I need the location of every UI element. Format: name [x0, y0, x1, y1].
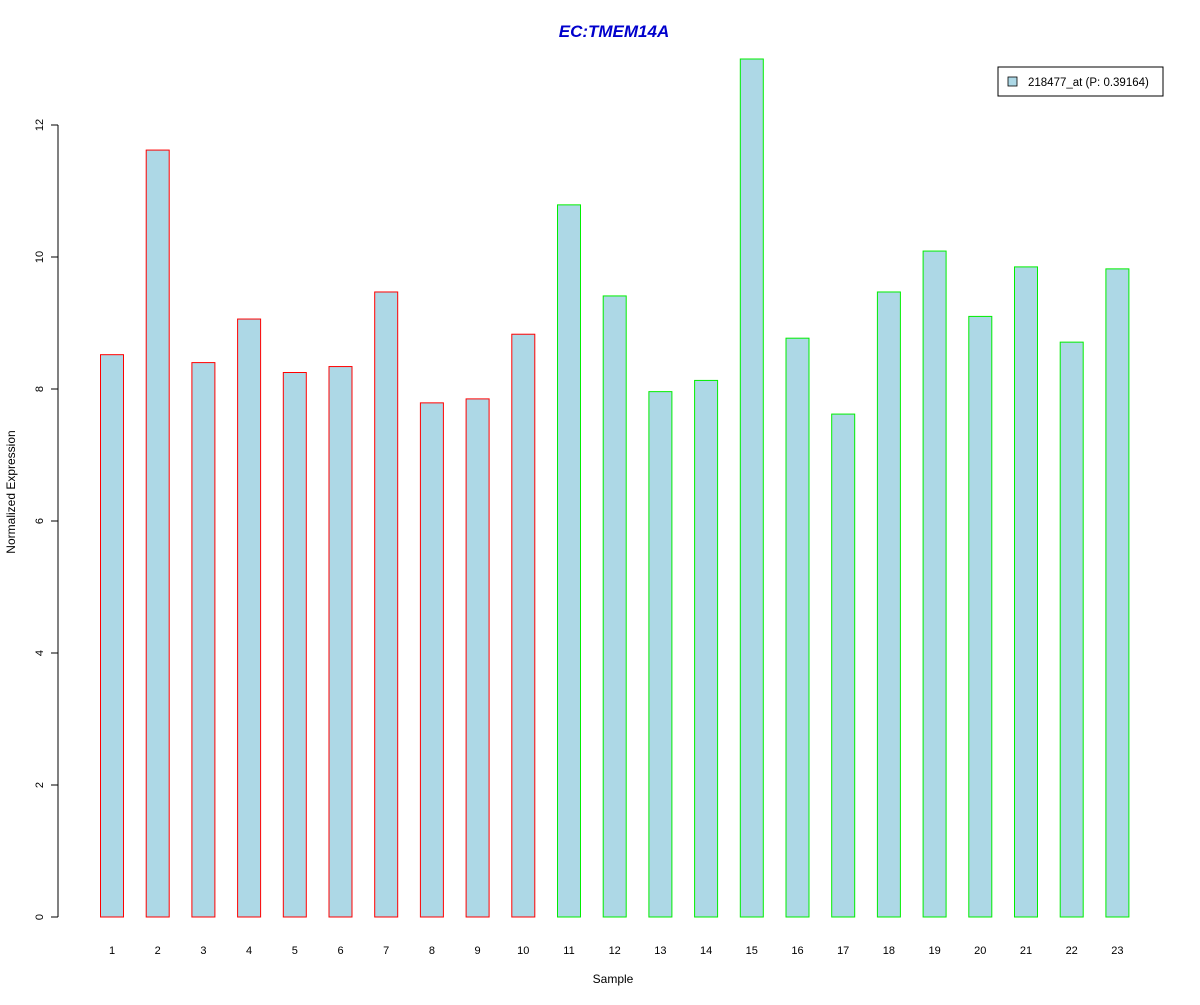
- x-tick-label: 3: [200, 945, 206, 957]
- legend: 218477_at (P: 0.39164): [997, 66, 1164, 97]
- bar-sample-17: [831, 413, 856, 918]
- y-tick-label: 6: [34, 518, 46, 524]
- x-tick-label: 12: [609, 945, 621, 957]
- x-tick-label: 5: [292, 945, 298, 957]
- y-tick-label: 8: [34, 386, 46, 392]
- chart-title: EC:TMEM14A: [559, 22, 670, 41]
- legend-swatch: [1007, 76, 1018, 87]
- bar-sample-4: [237, 318, 262, 918]
- bar-sample-10: [511, 333, 536, 918]
- y-tick-label: 10: [34, 251, 46, 263]
- bar-sample-16: [785, 337, 810, 918]
- bar-sample-6: [328, 366, 353, 918]
- x-tick-label: 17: [837, 945, 849, 957]
- x-tick-label: 6: [337, 945, 343, 957]
- x-tick-labels: 1 2 3 4 5 6 7 8 9 10 11 12 13 14 15 16 17 18 19 20 21 22 23: [109, 945, 1124, 957]
- x-axis-label: Sample: [593, 972, 634, 986]
- bar-sample-11: [557, 204, 581, 918]
- x-tick-label: 13: [654, 945, 666, 957]
- x-tick-label: 18: [883, 945, 895, 957]
- bar-sample-9: [465, 398, 490, 918]
- bar-sample-19: [922, 250, 947, 918]
- x-tick-label: 11: [563, 945, 574, 957]
- y-tick-label: 2: [34, 782, 46, 788]
- x-tick-label: 10: [517, 945, 529, 957]
- bar-sample-2: [145, 149, 170, 918]
- x-tick-label: 19: [928, 945, 940, 957]
- x-tick-label: 7: [383, 945, 389, 957]
- x-tick-label: 16: [791, 945, 803, 957]
- bar-sample-18: [876, 291, 901, 918]
- x-tick-label: 22: [1066, 945, 1078, 957]
- x-tick-label: 1: [109, 945, 115, 957]
- bar-sample-20: [968, 315, 993, 918]
- bar-sample-12: [602, 295, 627, 918]
- x-tick-label: 9: [475, 945, 481, 957]
- bar-sample-15: [739, 58, 764, 918]
- bars-group: [100, 58, 1130, 918]
- y-tick-label: 4: [34, 650, 46, 656]
- y-axis-label: Normalized Expression: [4, 430, 18, 553]
- x-tick-label: 23: [1111, 945, 1123, 957]
- legend-box: [997, 66, 1164, 97]
- x-tick-label: 20: [974, 945, 986, 957]
- x-tick-label: 8: [429, 945, 435, 957]
- x-tick-label: 4: [246, 945, 252, 957]
- legend-label: 218477_at (P: 0.39164): [1028, 77, 1149, 89]
- y-tick-label: 0: [34, 914, 46, 920]
- bar-sample-22: [1059, 341, 1084, 918]
- bar-sample-21: [1014, 266, 1038, 918]
- bar-sample-5: [282, 372, 307, 918]
- bar-sample-13: [648, 391, 673, 918]
- bar-sample-7: [374, 291, 399, 918]
- y-tick-label: 12: [34, 119, 46, 131]
- x-tick-label: 15: [746, 945, 758, 957]
- bar-sample-14: [694, 379, 719, 918]
- y-axis: 0 2 4 6 8 10 12: [34, 119, 59, 920]
- bar-sample-8: [419, 402, 444, 918]
- bar-sample-1: [100, 354, 124, 918]
- x-tick-label: 2: [155, 945, 161, 957]
- x-tick-label: 21: [1020, 945, 1032, 957]
- x-tick-label: 14: [700, 945, 712, 957]
- bar-sample-23: [1105, 268, 1130, 918]
- bar-sample-3: [191, 362, 216, 918]
